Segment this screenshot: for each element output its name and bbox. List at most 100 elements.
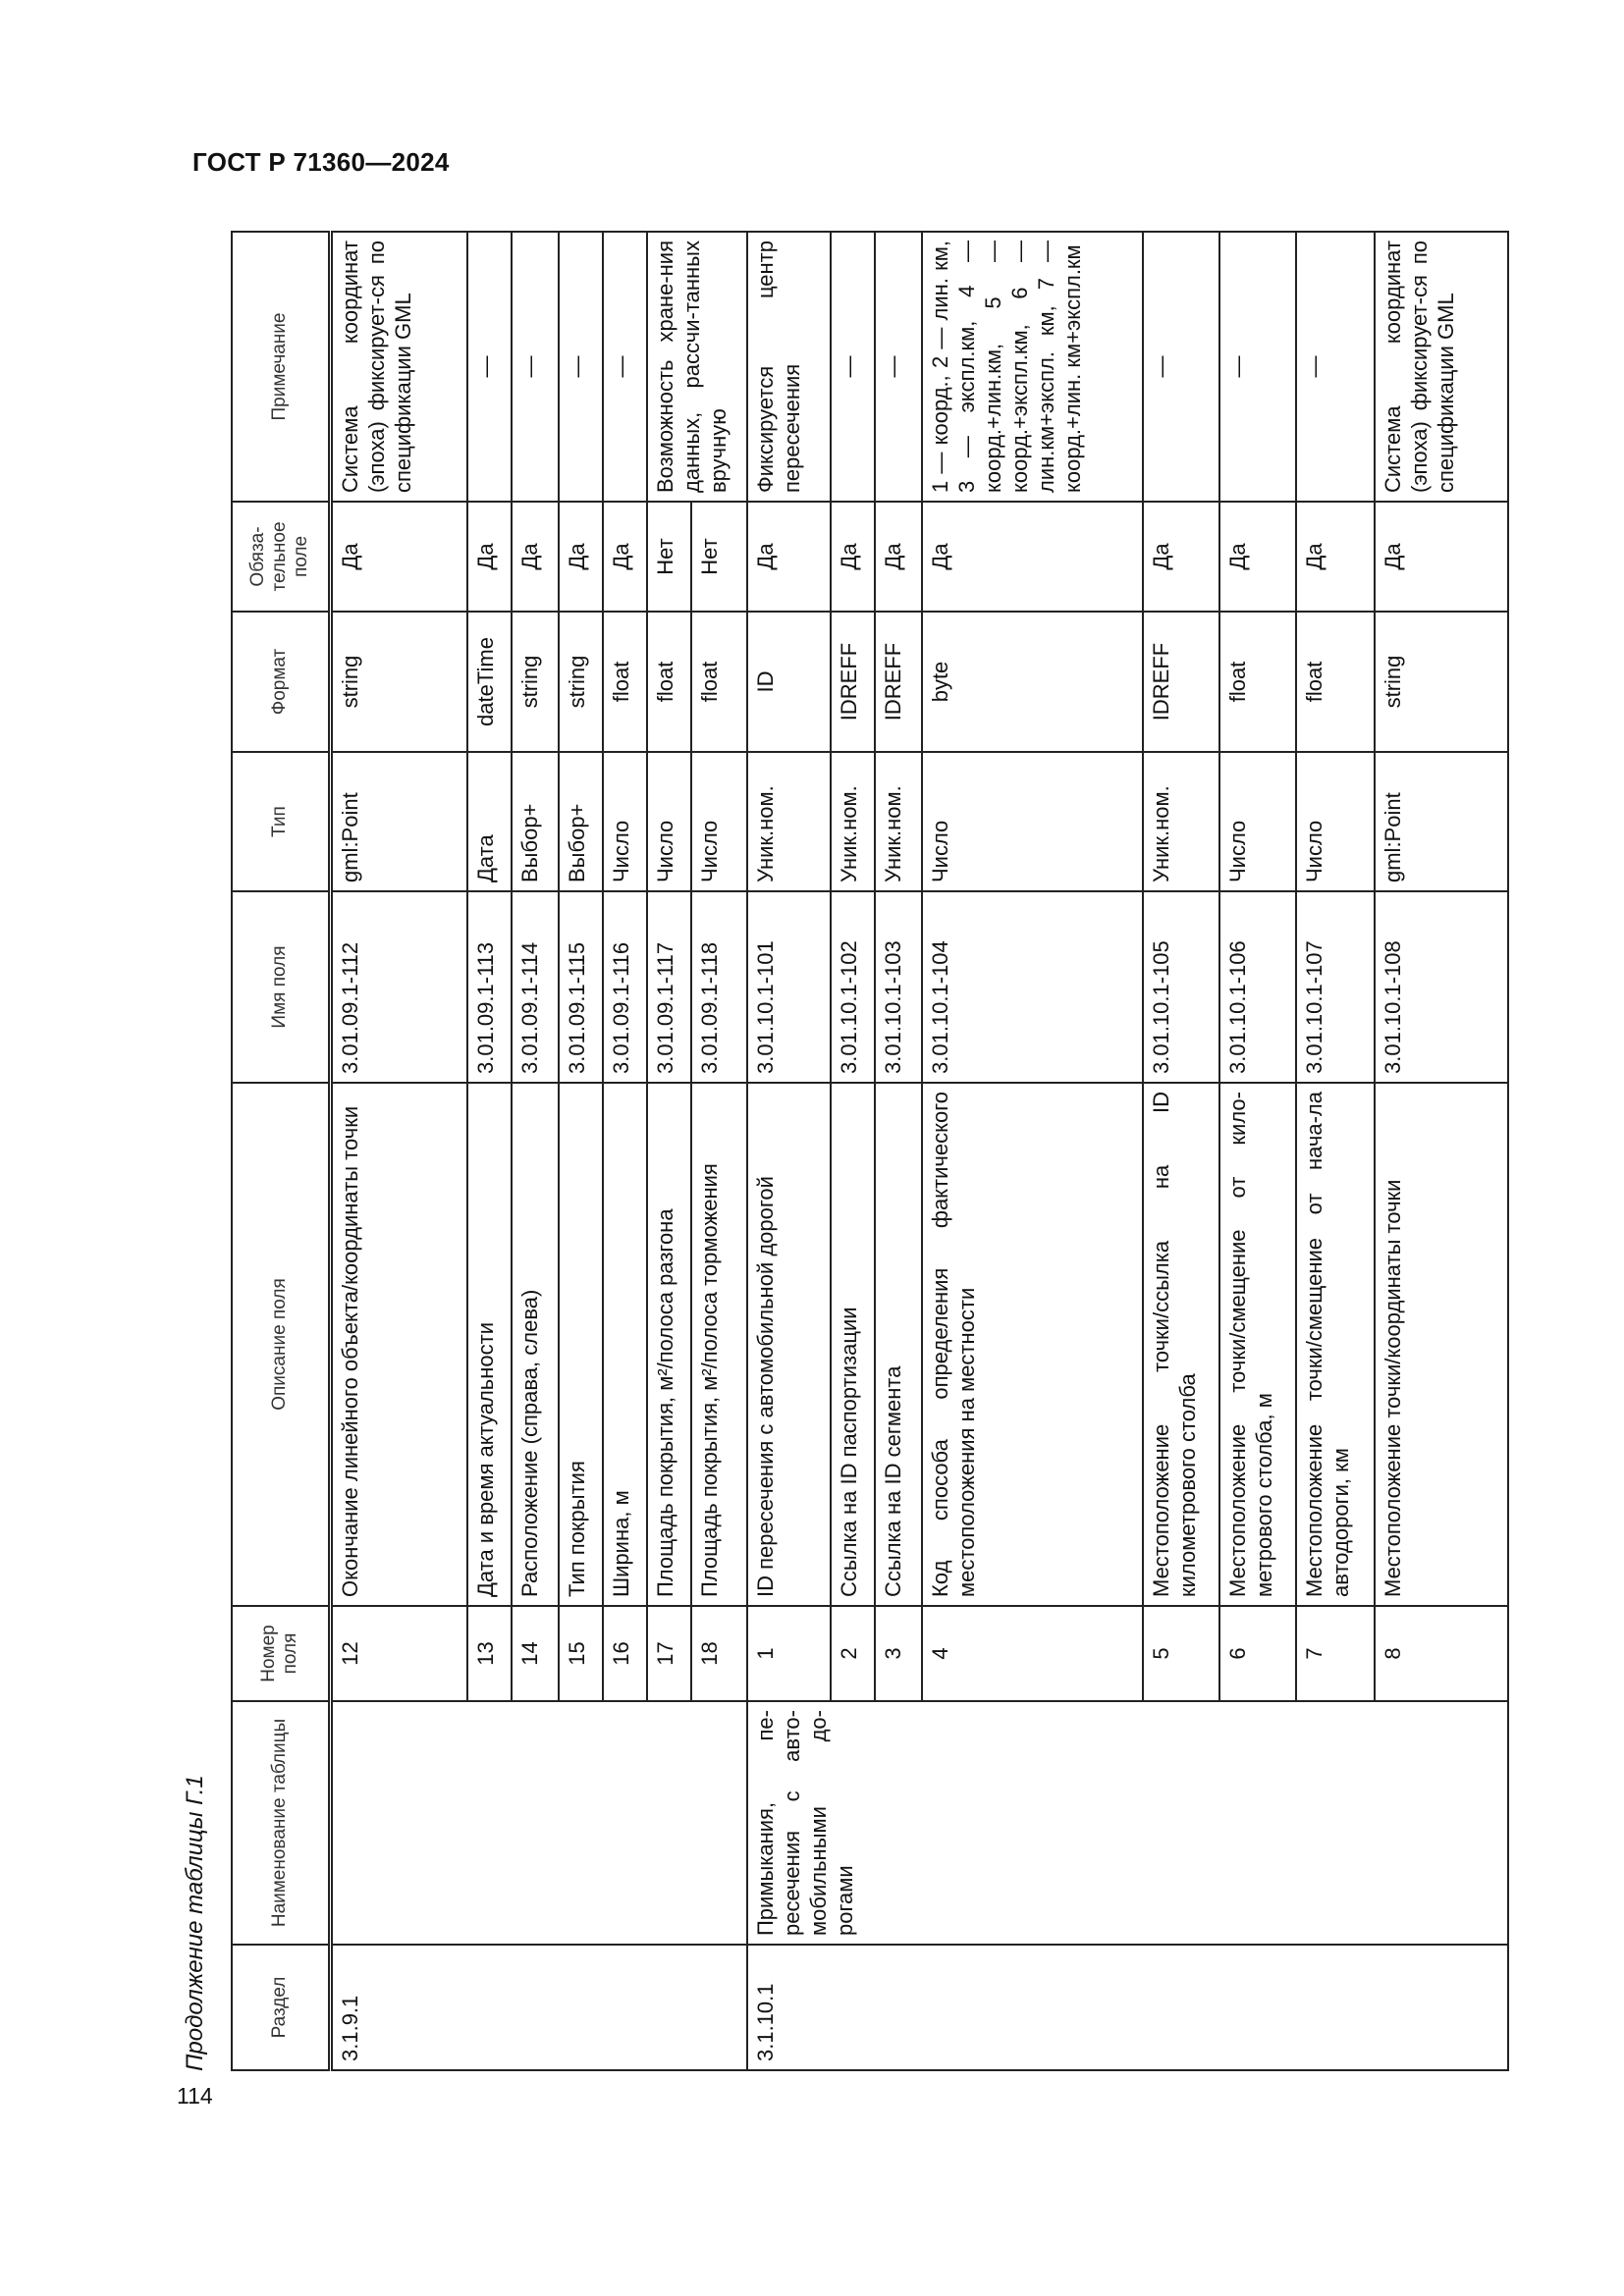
- field-description-cell: ID пересечения с автомобильной дорогой: [747, 1083, 831, 1606]
- field-number-cell: 13: [467, 1606, 512, 1701]
- field-number-cell: 14: [512, 1606, 559, 1701]
- field-format-cell: float: [691, 612, 747, 752]
- field-name-cell: 3.01.10.1-103: [875, 891, 922, 1083]
- column-header: Примечание: [232, 232, 330, 502]
- field-description-cell: Код способа определения фактического мес…: [922, 1083, 1143, 1606]
- required-cell: Да: [330, 502, 467, 612]
- field-description-cell: Местоположение точки/смещение от кило-ме…: [1219, 1083, 1296, 1606]
- table-caption: Продолжение таблицы Г.1: [182, 1775, 208, 2071]
- note-cell: Система координат (эпоха) фиксирует-ся п…: [330, 232, 467, 502]
- field-format-cell: IDREFF: [875, 612, 922, 752]
- field-description-cell: Дата и время актуальности: [467, 1083, 512, 1606]
- field-description-cell: Тип покрытия: [559, 1083, 603, 1606]
- note-cell: —: [1296, 232, 1375, 502]
- field-type-cell: gml:Point: [1375, 752, 1508, 891]
- note-cell: —: [1143, 232, 1219, 502]
- required-cell: Да: [467, 502, 512, 612]
- required-cell: Нет: [691, 502, 747, 612]
- field-name-cell: 3.01.09.1-118: [691, 891, 747, 1083]
- note-cell: —: [875, 232, 922, 502]
- field-format-cell: float: [603, 612, 647, 752]
- table-row: 3.1.10.1 Примыкания, пе-ресечения с авто-…: [747, 232, 1508, 2070]
- required-cell: Да: [603, 502, 647, 612]
- field-type-cell: gml:Point: [330, 752, 467, 891]
- page-number: 114: [177, 2083, 213, 2109]
- field-format-cell: float: [647, 612, 691, 752]
- field-format-cell: string: [1375, 612, 1508, 752]
- note-cell: —: [559, 232, 603, 502]
- field-name-cell: 3.01.10.1-107: [1296, 891, 1375, 1083]
- rotated-table-container: Продолжение таблицы Г.1 Раздел Наименован…: [182, 231, 1512, 2071]
- field-description-cell: Ширина, м: [603, 1083, 647, 1606]
- field-description-cell: Площадь покрытия, м²/полоса разгона: [647, 1083, 691, 1606]
- field-type-cell: Число: [1219, 752, 1296, 891]
- field-type-cell: Число: [603, 752, 647, 891]
- field-format-cell: string: [559, 612, 603, 752]
- table-name-cell: [330, 1701, 747, 1945]
- document-code: ГОСТ Р 71360—2024: [192, 147, 450, 177]
- field-number-cell: 15: [559, 1606, 603, 1701]
- field-name-cell: 3.01.10.1-102: [831, 891, 875, 1083]
- field-name-cell: 3.01.10.1-108: [1375, 891, 1508, 1083]
- field-format-cell: float: [1219, 612, 1296, 752]
- field-number-cell: 4: [922, 1606, 1143, 1701]
- field-format-cell: dateTime: [467, 612, 512, 752]
- note-cell: —: [1219, 232, 1296, 502]
- note-cell: Возможность хране-ния данных, рассчи-тан…: [647, 232, 747, 502]
- field-name-cell: 3.01.09.1-114: [512, 891, 559, 1083]
- field-number-cell: 8: [1375, 1606, 1508, 1701]
- field-description-cell: Окончание линейного объекта/координаты т…: [330, 1083, 467, 1606]
- field-format-cell: byte: [922, 612, 1143, 752]
- field-format-cell: IDREFF: [831, 612, 875, 752]
- column-header: Описание поля: [232, 1083, 330, 1606]
- field-description-cell: Ссылка на ID паспортизации: [831, 1083, 875, 1606]
- column-header: Имя поля: [232, 891, 330, 1083]
- note-cell: —: [831, 232, 875, 502]
- field-number-cell: 18: [691, 1606, 747, 1701]
- required-cell: Да: [1375, 502, 1508, 612]
- field-type-cell: Число: [922, 752, 1143, 891]
- field-type-cell: Уник.ном.: [831, 752, 875, 891]
- section-cell: 3.1.9.1: [330, 1945, 747, 2070]
- table-name-cell: Примыкания, пе-ресечения с авто-мобильны…: [747, 1701, 1508, 1945]
- field-name-cell: 3.01.10.1-106: [1219, 891, 1296, 1083]
- field-name-cell: 3.01.10.1-101: [747, 891, 831, 1083]
- field-type-cell: Выбор+: [559, 752, 603, 891]
- field-description-cell: Местоположение точки/смещение от нача-ла…: [1296, 1083, 1375, 1606]
- field-description-cell: Ссылка на ID сегмента: [875, 1083, 922, 1606]
- field-number-cell: 7: [1296, 1606, 1375, 1701]
- column-header: Тип: [232, 752, 330, 891]
- column-header: Формат: [232, 612, 330, 752]
- field-type-cell: Число: [647, 752, 691, 891]
- column-header: Номер поля: [232, 1606, 330, 1701]
- field-number-cell: 16: [603, 1606, 647, 1701]
- field-name-cell: 3.01.09.1-112: [330, 891, 467, 1083]
- table-row: 3.1.9.1 12 Окончание линейного объекта/коо…: [330, 232, 747, 2070]
- field-type-cell: Число: [691, 752, 747, 891]
- required-cell: Нет: [647, 502, 691, 612]
- fields-table: Раздел Наименование таблицы Номер поля Опис…: [231, 231, 1509, 2071]
- field-name-cell: 3.01.09.1-116: [603, 891, 647, 1083]
- field-name-cell: 3.01.10.1-105: [1143, 891, 1219, 1083]
- column-header: Раздел: [232, 1945, 330, 2070]
- required-cell: Да: [922, 502, 1143, 612]
- required-cell: Да: [1296, 502, 1375, 612]
- required-cell: Да: [1143, 502, 1219, 612]
- required-cell: Да: [875, 502, 922, 612]
- required-cell: Да: [559, 502, 603, 612]
- field-number-cell: 6: [1219, 1606, 1296, 1701]
- field-format-cell: ID: [747, 612, 831, 752]
- field-format-cell: string: [330, 612, 467, 752]
- field-description-cell: Площадь покрытия, м²/полоса торможения: [691, 1083, 747, 1606]
- field-type-cell: Число: [1296, 752, 1375, 891]
- required-cell: Да: [1219, 502, 1296, 612]
- note-cell: —: [467, 232, 512, 502]
- field-number-cell: 5: [1143, 1606, 1219, 1701]
- field-format-cell: float: [1296, 612, 1375, 752]
- field-type-cell: Дата: [467, 752, 512, 891]
- field-name-cell: 3.01.10.1-104: [922, 891, 1143, 1083]
- field-name-cell: 3.01.09.1-115: [559, 891, 603, 1083]
- required-cell: Да: [747, 502, 831, 612]
- header-row: Раздел Наименование таблицы Номер поля Опис…: [232, 232, 330, 2070]
- field-type-cell: Уник.ном.: [747, 752, 831, 891]
